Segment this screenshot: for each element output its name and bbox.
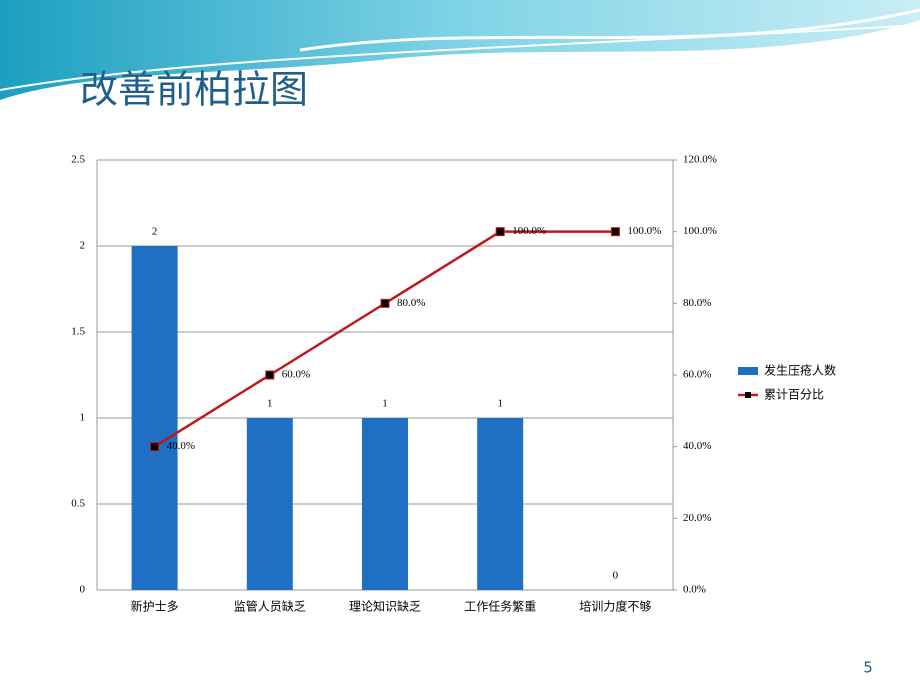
line-value-label: 40.0% [167, 440, 195, 452]
y2-tick-label: 0.0% [683, 584, 706, 596]
line-value-label: 100.0% [512, 225, 546, 237]
line-marker [265, 370, 275, 380]
y-tick-label: 1.5 [71, 326, 85, 338]
line-marker [495, 227, 505, 237]
x-tick-label: 新护士多 [131, 599, 179, 614]
bar-value-label: 0 [613, 570, 619, 582]
line-marker [380, 298, 390, 308]
bar-value-label: 1 [382, 398, 388, 410]
legend-swatch-marker [745, 392, 751, 398]
header-wave-line [0, 24, 920, 91]
legend-label: 累计百分比 [764, 388, 824, 402]
y-tick-label: 2 [80, 240, 86, 252]
x-tick-label: 理论知识缺乏 [349, 599, 421, 614]
bar-value-label: 1 [497, 398, 503, 410]
y2-tick-label: 40.0% [683, 440, 711, 452]
line-marker [150, 442, 160, 452]
bar [246, 418, 293, 590]
y2-tick-label: 60.0% [683, 369, 711, 381]
y2-tick-label: 100.0% [683, 225, 717, 237]
x-tick-label: 监管人员缺乏 [234, 599, 306, 614]
line-value-label: 60.0% [282, 369, 310, 381]
chart-title: 改善前柏拉图 [80, 68, 308, 112]
legend-label: 发生压疮人数 [764, 363, 836, 378]
line-value-label: 100.0% [627, 225, 661, 237]
y2-tick-label: 120.0% [683, 154, 717, 166]
y-tick-label: 0.5 [71, 498, 85, 510]
bar [362, 418, 408, 590]
bar-value-label: 2 [152, 226, 158, 238]
y-tick-label: 0 [80, 584, 86, 596]
line [153, 230, 616, 448]
y2-tick-label: 20.0% [683, 512, 711, 524]
y-tick-label: 2.5 [71, 154, 85, 166]
bar [131, 246, 178, 590]
y-tick-label: 1 [80, 412, 86, 424]
line-value-label: 80.0% [397, 297, 425, 309]
bar-value-label: 1 [267, 398, 273, 410]
x-tick-label: 培训力度不够 [579, 599, 651, 614]
slide-number: 5 [863, 659, 873, 677]
legend-swatch [738, 367, 758, 375]
y2-tick-label: 80.0% [683, 297, 711, 309]
bar [477, 418, 524, 590]
line-marker [610, 227, 620, 237]
header-wave-line [299, 8, 920, 52]
x-tick-label: 工作任务繁重 [464, 599, 536, 614]
